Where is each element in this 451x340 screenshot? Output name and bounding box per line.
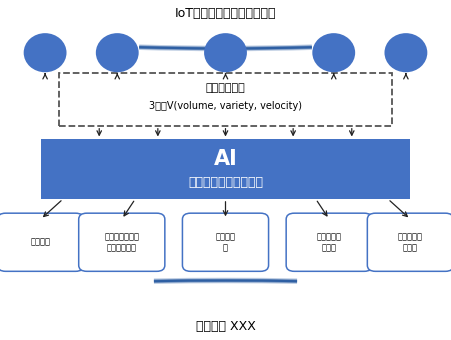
Text: 知能ロボット、
スマート工場: 知能ロボット、 スマート工場 [104, 233, 139, 252]
Ellipse shape [204, 33, 247, 72]
Ellipse shape [384, 33, 428, 72]
FancyBboxPatch shape [41, 139, 410, 199]
Ellipse shape [24, 33, 67, 72]
Text: ビッグデータ: ビッグデータ [206, 83, 245, 93]
Text: 3つのV(volume, variety, velocity): 3つのV(volume, variety, velocity) [149, 101, 302, 111]
FancyBboxPatch shape [286, 213, 372, 271]
FancyBboxPatch shape [59, 73, 392, 126]
Text: 家庭用機
器: 家庭用機 器 [216, 233, 235, 252]
FancyBboxPatch shape [182, 213, 268, 271]
Text: （学習、認識、推論）: （学習、認識、推論） [188, 176, 263, 189]
FancyBboxPatch shape [367, 213, 451, 271]
Ellipse shape [96, 33, 139, 72]
FancyBboxPatch shape [0, 213, 84, 271]
FancyBboxPatch shape [78, 213, 165, 271]
Text: IoTセンサー、ネットワーク: IoTセンサー、ネットワーク [175, 7, 276, 20]
Ellipse shape [312, 33, 355, 72]
Text: 医療診断シ
ステム: 医療診断シ ステム [317, 233, 342, 252]
Text: 投資アドバ
イザー: 投資アドバ イザー [398, 233, 423, 252]
Text: AI: AI [214, 149, 237, 169]
Text: 自動運転: 自動運転 [31, 238, 51, 247]
Text: スマート XXX: スマート XXX [196, 320, 255, 333]
